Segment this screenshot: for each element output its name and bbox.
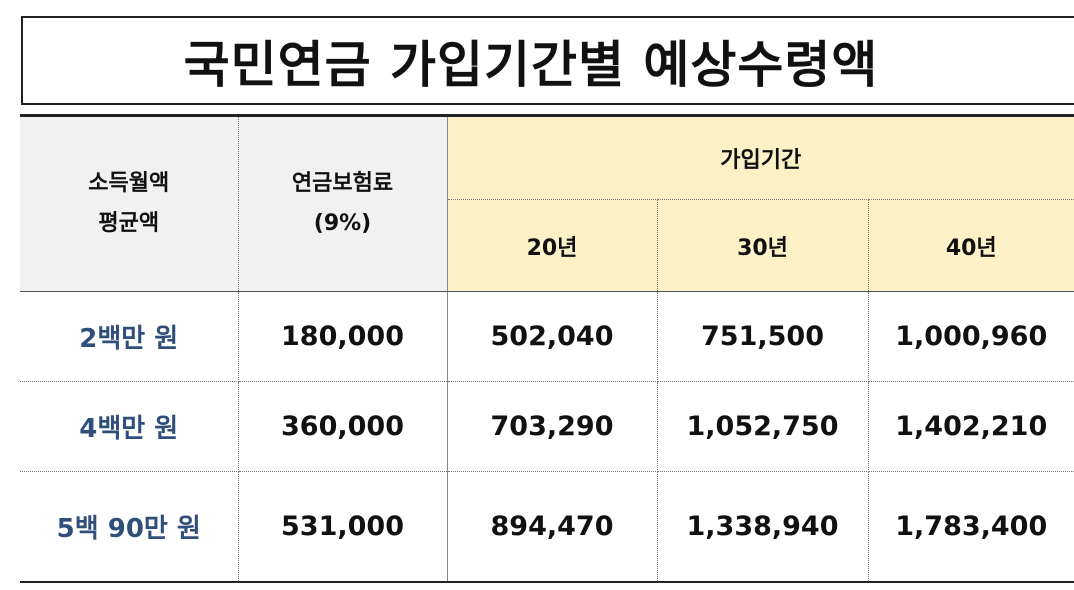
premium-cell: 180,000 [238,291,448,382]
table-row: 4백만 원 360,000 703,290 1,052,750 1,402,21… [20,381,1074,472]
pension-30y-cell: 751,500 [657,291,869,382]
table-row: 2백만 원 180,000 502,040 751,500 1,000,960 [20,291,1074,382]
year-40-header: 40년 [868,199,1074,292]
pension-30y-cell: 1,338,940 [657,471,869,582]
pension-40y-cell: 1,000,960 [868,291,1074,382]
title-box: 국민연금 가입기간별 예상수령액 [21,16,1074,105]
premium-header-line1: 연금보험료 [291,171,394,196]
pension-30y-cell: 1,052,750 [657,381,869,472]
income-header-line2: 평균액 [98,211,160,236]
header-row-top: 소득월액 평균액 연금보험료 (9%) 가입기간 [20,115,1074,292]
page-title: 국민연금 가입기간별 예상수령액 [183,35,879,94]
pension-20y-cell: 502,040 [447,291,658,382]
pension-40y-cell: 1,783,400 [895,510,1048,542]
pension-40y-cell: 1,402,210 [868,381,1074,472]
premium-header-line2: (9%) [313,211,372,236]
income-cell: 2백만 원 [20,291,239,382]
premium-cell: 360,000 [238,381,448,472]
income-cell: 5백 90만 원 [20,471,239,582]
premium-cell: 531,000 [238,471,448,582]
period-header: 가입기간 [447,115,1074,200]
income-header: 소득월액 평균액 [20,115,239,292]
income-cell: 4백만 원 [20,381,239,472]
premium-header: 연금보험료 (9%) [238,115,448,292]
table-row: 5백 90만 원 531,000 894,470 1,338,940 1,783… [20,471,1074,582]
pension-table: 소득월액 평균액 연금보험료 (9%) 가입기간 20년 30년 40년 2백만… [20,114,1074,583]
year-30-header: 30년 [657,199,869,292]
pension-20y-cell: 703,290 [447,381,658,472]
income-header-line1: 소득월액 [88,171,170,196]
header-row-years: 20년 30년 40년 [20,199,1074,292]
pension-20y-cell: 894,470 [447,471,658,582]
year-20-header: 20년 [447,199,658,292]
